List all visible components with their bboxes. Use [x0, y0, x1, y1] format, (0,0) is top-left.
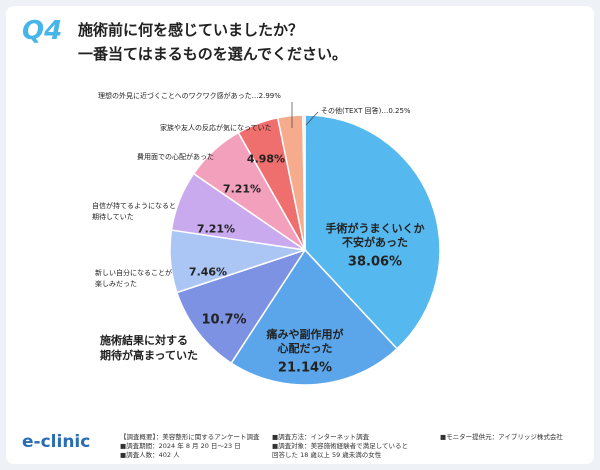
pie-slice — [304, 114, 441, 350]
footer-note: 【調査概要】：美容整形に関するアンケート調査 — [120, 433, 260, 441]
category-label: 理想の外見に近づくことへのワクワク感があった…2.99% — [98, 91, 281, 102]
leader-line — [305, 111, 319, 126]
value-label: 21.14% — [277, 360, 333, 376]
category-label: 施術結果に対する 期待が高まっていた — [100, 334, 199, 362]
category-label: 新しい自分になることが 楽しみだった — [95, 269, 172, 288]
category-text: 理想の外見に近づくことへのワクワク感があった — [98, 92, 252, 100]
value-label: 7.21% — [196, 222, 236, 236]
footer-note: ■調査期間：2024 年 8 月 20 日～23 日 — [120, 442, 241, 450]
question-badge: Q4 — [22, 16, 63, 46]
footer-note: ■調査対象：美容施術経験者で満足していると 回答した 18 歳以上 59 歳未満… — [272, 442, 408, 459]
value-label: 38.06% — [347, 254, 403, 270]
value-label: 10.7% — [201, 312, 247, 328]
pie-slice — [175, 248, 307, 365]
category-label: 家族や友人の反応が気になっていた — [160, 124, 272, 132]
category-text: その他(TEXT 回答) — [321, 107, 382, 115]
category-label: 自信が持てるようになると 期待していた — [92, 202, 176, 221]
chart-title: 施術前に何を感じていましたか？ 一番当てはまるものを選んでください。 — [78, 21, 347, 63]
value-label: …0.25% — [381, 107, 411, 115]
value-label: 7.46% — [188, 265, 228, 279]
value-label: 4.98% — [246, 152, 286, 166]
category-label: 費用面での心配があった — [137, 153, 214, 161]
category-label: その他(TEXT 回答)…0.25% — [321, 106, 411, 117]
category-label: 手術がうまくいくか 不安があった — [325, 222, 425, 249]
logo: e-clinic — [22, 432, 91, 452]
footer-note: ■調査人数：402 人 — [120, 451, 180, 459]
footer-note: ■モニター提供元：アイブリッジ株式会社 — [440, 433, 563, 441]
value-label: 7.21% — [222, 182, 262, 196]
footer-note: ■調査方法：インターネット調査 — [272, 433, 370, 441]
pie-slice — [302, 114, 306, 251]
category-label: 痛みや副作用が 心配だった — [266, 328, 344, 355]
value-label: …2.99% — [251, 92, 281, 100]
pie-slice — [230, 248, 399, 386]
